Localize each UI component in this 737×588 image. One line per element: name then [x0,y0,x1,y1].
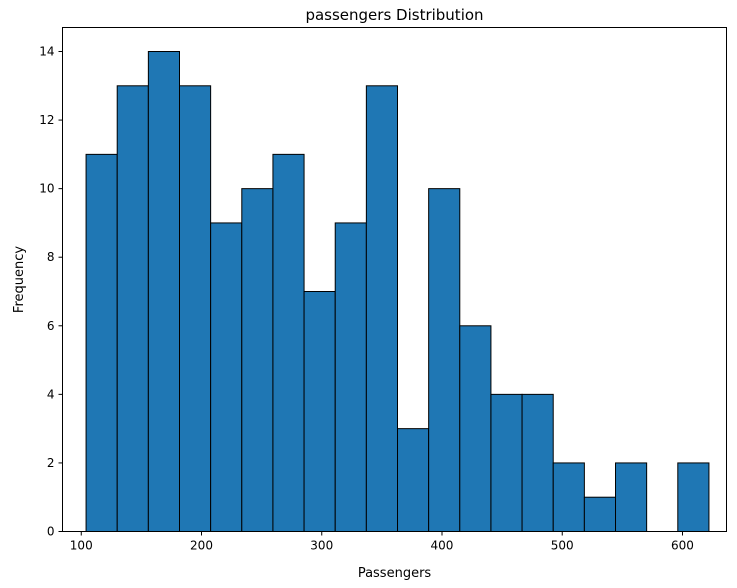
x-tick-label: 100 [70,539,93,553]
histogram-bar [583,496,617,532]
histogram-bar [241,188,274,532]
y-tick-label: 8 [47,250,55,264]
y-tick-label: 0 [47,525,55,539]
chart-title: passengers Distribution [305,6,483,24]
x-tick-label: 500 [551,539,574,553]
plot-frame [62,27,727,532]
histogram-bar [677,462,710,532]
histogram-bar [272,153,305,533]
histogram-bar [147,51,180,532]
y-tick-label: 14 [39,45,54,59]
histogram-bar [85,153,118,533]
histogram-bar [552,462,585,532]
histogram-bar [303,291,336,532]
histogram-bar [365,85,398,532]
histogram-bar [210,222,243,532]
histogram-bar [490,393,523,532]
histogram-bar [428,188,461,532]
y-tick-label: 12 [39,113,54,127]
x-axis-ticks: 100 200 300 400 500 600 [70,531,694,553]
histogram-bar [615,462,648,532]
histogram-bar [459,325,492,533]
x-tick-label: 200 [190,539,213,553]
histogram-bar [397,428,430,533]
x-tick-label: 600 [671,539,694,553]
y-tick-label: 6 [47,319,55,333]
bars-group [85,51,710,533]
histogram-bar [179,85,212,532]
x-tick-label: 300 [310,539,333,553]
histogram-bar [334,222,367,532]
y-tick-label: 2 [47,456,55,470]
y-axis-label: Frequency [12,246,27,313]
y-tick-label: 4 [47,387,55,401]
x-tick-label: 400 [431,539,454,553]
y-axis-ticks: 0 2 4 6 8 10 12 14 [39,45,63,539]
x-axis-label: Passengers [358,566,432,581]
histogram-bar [521,393,554,532]
histogram-bar [116,85,149,532]
y-tick-label: 10 [39,182,54,196]
